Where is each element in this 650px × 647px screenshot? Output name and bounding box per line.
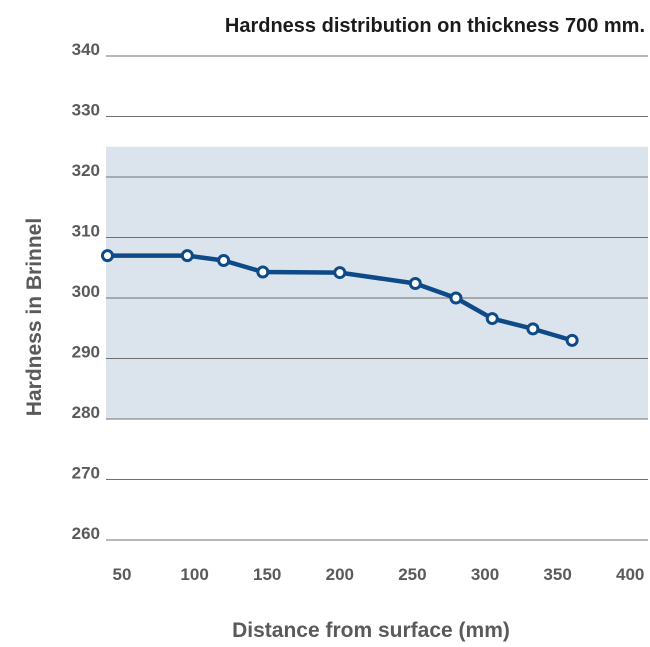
series-line [105, 253, 575, 343]
y-tick-label: 260 [72, 524, 100, 543]
y-tick-label: 330 [72, 101, 100, 120]
y-tick-label: 290 [72, 343, 100, 362]
x-tick-label: 400 [616, 565, 644, 584]
y-tick-label: 320 [72, 161, 100, 180]
data-point [408, 276, 422, 290]
x-tick-label: 150 [253, 565, 281, 584]
y-tick-label: 270 [72, 464, 100, 483]
y-tick-label: 310 [72, 222, 100, 241]
y-tick-label: 340 [72, 40, 100, 59]
y-tick-label: 300 [72, 282, 100, 301]
x-tick-label: 200 [326, 565, 354, 584]
data-point [449, 291, 463, 305]
x-axis-label: Distance from surface (mm) [232, 619, 510, 642]
x-tick-label: 100 [180, 565, 208, 584]
x-tick-label: 350 [543, 565, 571, 584]
data-point [100, 249, 114, 263]
x-tick-label: 50 [113, 565, 132, 584]
data-point [217, 253, 231, 267]
data-point [526, 322, 540, 336]
chart-title: Hardness distribution on thickness 700 m… [225, 15, 645, 37]
data-point [180, 249, 194, 263]
x-tick-label: 300 [471, 565, 499, 584]
x-tick-label: 250 [398, 565, 426, 584]
y-axis-label: Hardness in Brinnel [23, 218, 46, 416]
data-point [333, 266, 347, 280]
data-point [565, 333, 579, 347]
shaded-band [106, 146, 648, 419]
data-point [485, 312, 499, 326]
data-point [256, 265, 270, 279]
y-tick-label: 280 [72, 403, 100, 422]
